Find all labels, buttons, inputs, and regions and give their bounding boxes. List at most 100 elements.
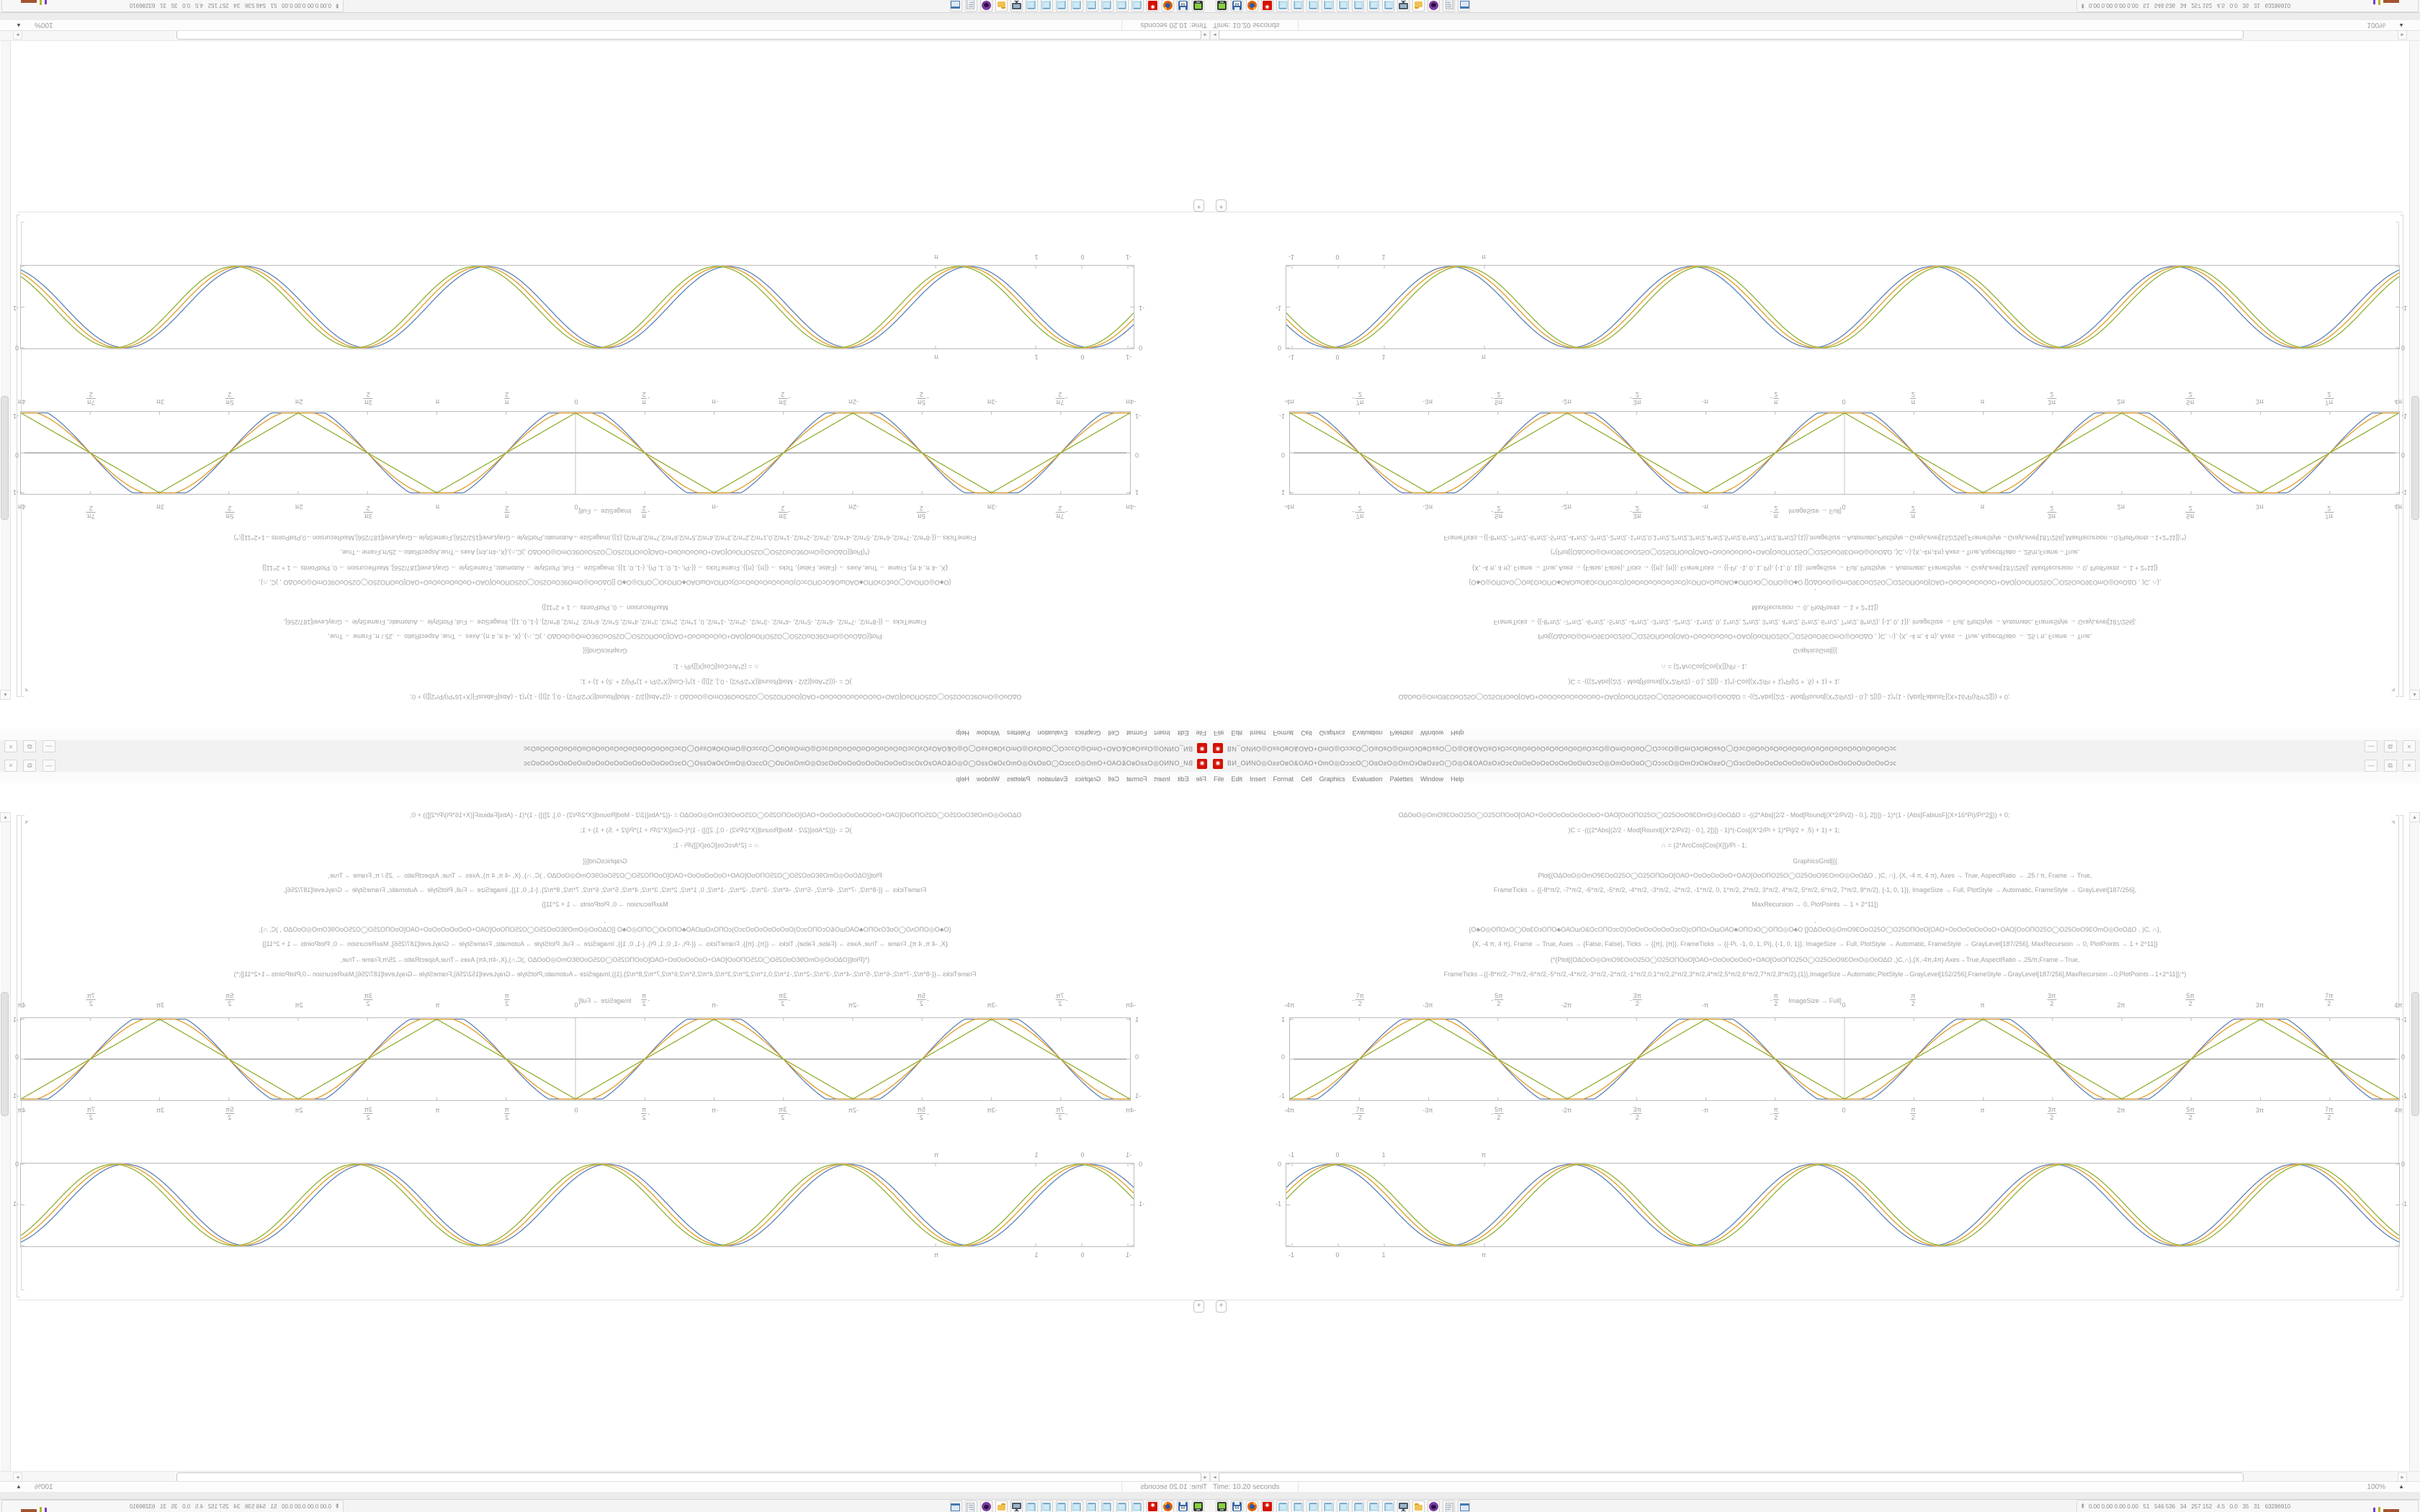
notebook-code-line-6[interactable]: FrameTicks → {{-8*π/2, -7*π/2, -6*π/2, -… (283, 886, 927, 894)
notebook-code-line-3[interactable]: ∩ = (2*ArcCos[Cos[X]])/Pi - 1; (673, 663, 759, 670)
taskbar-notepad-icon-1[interactable] (1131, 0, 1144, 12)
zoom-caret-icon[interactable]: ▲ (2398, 22, 2404, 29)
menu-evaluation[interactable]: Evaluation (1037, 775, 1068, 783)
taskbar-notepad-icon-8[interactable] (1382, 1500, 1394, 1512)
horizontal-scrollbar-thumb[interactable] (1219, 30, 2244, 40)
notebook-code-line-5[interactable]: Plot[{ΟΔΟοΟ◎ΟmΟ9ƐΟοΟ25Ο◯Ο25ΟΠΟοΟ[ΟΑΟ+ΟοΟ… (328, 633, 882, 640)
menu-palettes[interactable]: Palettes (1389, 775, 1414, 783)
scroll-up-button[interactable]: ▴ (2409, 690, 2420, 700)
minimize-button[interactable]: — (2365, 760, 2378, 772)
vertical-scrollbar[interactable]: ▴ ▾ (2409, 15, 2420, 700)
notebook-content[interactable]: + ▴ ▾ ΟΔΟοΟ◎ΟmΟ9ƐΟοΟ25Ο◯Ο25ΟΠΟοΟ[ΟΑΟ+ΟοΟ… (0, 15, 1210, 729)
insert-cell-plus-button[interactable]: + (1193, 1300, 1204, 1313)
zoom-level-label[interactable]: 100% (35, 1483, 53, 1491)
taskbar-floppy-icon[interactable]: 64 (1177, 1500, 1189, 1512)
minimize-button[interactable]: — (42, 740, 55, 752)
taskbar-monitor-icon[interactable] (1010, 0, 1023, 12)
taskbar-notepad-icon-7[interactable] (1041, 0, 1053, 12)
notebook-code-line-5[interactable]: Plot[{ΟΔΟοΟ◎ΟmΟ9ƐΟοΟ25Ο◯Ο25ΟΠΟοΟ[ΟΑΟ+ΟοΟ… (328, 872, 882, 879)
menu-file[interactable]: File (1214, 729, 1224, 737)
taskbar-notepad-icon-8[interactable] (1026, 0, 1038, 12)
notebook-code-line-2[interactable]: )C = -(((2*Abs[(2/2 - Mod[Round[(X*2/Pi/… (1568, 827, 1840, 834)
taskbar-firefox-icon[interactable] (1162, 1500, 1174, 1512)
taskbar-window-icon[interactable] (950, 0, 962, 12)
menu-evaluation[interactable]: Evaluation (1037, 729, 1068, 737)
notebook-code-line-11[interactable]: (*{Plot[{ΟΔΟοΟ◎ΟmΟ9ƐΟοΟ25Ο◯Ο25ΟΠΟοΟ[ΟΑΟ+… (340, 549, 870, 556)
notebook-code-line-3[interactable]: ∩ = (2*ArcCos[Cos[X]])/Pi - 1; (1661, 842, 1747, 849)
taskbar-folder-icon[interactable] (995, 1500, 1008, 1512)
notebook-code-line-6[interactable]: FrameTicks → {{-8*π/2, -7*π/2, -6*π/2, -… (1493, 618, 2137, 626)
menu-edit[interactable]: Edit (1231, 729, 1243, 737)
horizontal-scrollbar[interactable]: ◂ ▸ (0, 30, 1210, 41)
notebook-code-line-8[interactable]: , (1814, 588, 1816, 595)
taskbar-floppy-icon[interactable]: 64 (1231, 1500, 1243, 1512)
taskbar-notepad-icon-6[interactable] (1352, 1500, 1364, 1512)
menu-insert[interactable]: Insert (1154, 775, 1170, 783)
notebook-code-line-4[interactable]: GraphicsGrid[{{ (583, 858, 627, 865)
menu-file[interactable]: File (1196, 729, 1206, 737)
notebook-code-line-11[interactable]: (*{Plot[{ΟΔΟοΟ◎ΟmΟ9ƐΟοΟ25Ο◯Ο25ΟΠΟοΟ[ΟΑΟ+… (1550, 956, 2080, 963)
taskbar-terminal-icon[interactable] (1192, 1500, 1204, 1512)
menu-graphics[interactable]: Graphics (1075, 729, 1101, 737)
restore-button[interactable]: ⧉ (23, 760, 37, 772)
menu-window[interactable]: Window (976, 775, 1000, 783)
menu-cell[interactable]: Cell (1108, 775, 1119, 783)
menu-graphics[interactable]: Graphics (1319, 729, 1345, 737)
taskbar-folder-icon[interactable] (1412, 0, 1425, 12)
zoom-caret-icon[interactable]: ▲ (16, 1483, 22, 1490)
taskbar-folder-icon[interactable] (995, 0, 1008, 12)
window-titlebar[interactable]: ✷ ВИ_ОИNΟ◎ΟƨƨΟвΟ&ΟΑΟ+ΟmΟ◎ΟɔɔcΟ◯ΟɑΟƨΟ◎ΟmΟ… (0, 739, 1210, 756)
notebook-code-line-4[interactable]: GraphicsGrid[{{ (583, 647, 627, 654)
taskbar-notepad-icon-4[interactable] (1322, 0, 1334, 12)
taskbar-notepad-icon-6[interactable] (1352, 0, 1364, 12)
horizontal-scrollbar[interactable]: ◂ ▸ (0, 1471, 1210, 1482)
taskbar-mathematica-icon[interactable]: ✷ (1147, 0, 1159, 12)
notebook-content[interactable]: + ▴ ▾ ΟΔΟοΟ◎ΟmΟ9ƐΟοΟ25Ο◯Ο25ΟΠΟοΟ[ΟΑΟ+ΟοΟ… (1210, 783, 2420, 1497)
notebook-code-line-9[interactable]: {Ο♣Ο◎ΟΠΟʌΟ◯ΟɑƐΟ϶ΟΠΟ♣ΟΑΟшΟ&ΟcΟΠΟɔcΟ)ΟοΟοΟ… (1469, 926, 2161, 933)
notebook-content[interactable]: + ▴ ▾ ΟΔΟοΟ◎ΟmΟ9ƐΟοΟ25Ο◯Ο25ΟΠΟοΟ[ΟΑΟ+ΟοΟ… (0, 783, 1210, 1497)
taskbar-notepad-icon-6[interactable] (1056, 1500, 1068, 1512)
taskbar-notepad-icon-7[interactable] (1041, 1500, 1053, 1512)
menu-palettes[interactable]: Palettes (1389, 729, 1414, 737)
menu-cell[interactable]: Cell (1301, 729, 1312, 737)
window-titlebar[interactable]: ✷ ВИ_ОИNΟ◎ΟƨƨΟвΟ&ΟΑΟ+ΟmΟ◎ΟɔɔcΟ◯ΟɑΟƨΟ◎ΟmΟ… (0, 756, 1210, 773)
taskbar-window-icon[interactable] (950, 1500, 962, 1512)
taskbar-mathematica-icon[interactable]: ✷ (1261, 1500, 1273, 1512)
notebook-code-line-2[interactable]: )C = -(((2*Abs[(2/2 - Mod[Round[(X*2/Pi/… (1568, 678, 1840, 685)
menu-cell[interactable]: Cell (1108, 729, 1119, 737)
taskbar-monitor-icon[interactable] (1010, 1500, 1023, 1512)
minimize-button[interactable]: — (42, 760, 55, 772)
menu-evaluation[interactable]: Evaluation (1352, 775, 1383, 783)
insert-cell-plus-button[interactable]: + (1216, 199, 1227, 212)
taskbar-document-icon[interactable] (1443, 1500, 1455, 1512)
taskbar-notepad-icon-6[interactable] (1056, 0, 1068, 12)
taskbar-notepad-icon-8[interactable] (1382, 0, 1394, 12)
zoom-caret-icon[interactable]: ▲ (16, 22, 22, 29)
notebook-code-line-12[interactable]: FrameTicks→{{-8*π/2,-7*π/2,-6*π/2,-5*π/2… (233, 534, 977, 541)
notebook-code-line-1[interactable]: ΟΔΟοΟ◎ΟmΟ9ƐΟοΟ25Ο◯Ο25ΟΠΟοΟ[ΟΑΟ+ΟοΟΟοΟοΟο… (1398, 693, 2010, 701)
notebook-code-line-3[interactable]: ∩ = (2*ArcCos[Cos[X]])/Pi - 1; (673, 842, 759, 849)
scroll-up-button[interactable]: ▴ (0, 812, 11, 822)
menu-help[interactable]: Help (956, 775, 969, 783)
horizontal-scrollbar[interactable]: ◂ ▸ (1210, 1471, 2420, 1482)
scroll-left-button[interactable]: ◂ (1201, 30, 1210, 40)
notebook-code-line-5[interactable]: Plot[{ΟΔΟοΟ◎ΟmΟ9ƐΟοΟ25Ο◯Ο25ΟΠΟοΟ[ΟΑΟ+ΟοΟ… (1538, 633, 2092, 640)
horizontal-scrollbar[interactable]: ◂ ▸ (1210, 30, 2420, 41)
notebook-code-line-5[interactable]: Plot[{ΟΔΟοΟ◎ΟmΟ9ƐΟοΟ25Ο◯Ο25ΟΠΟοΟ[ΟΑΟ+ΟοΟ… (1538, 872, 2092, 879)
taskbar-notepad-icon-3[interactable] (1307, 1500, 1319, 1512)
cell-bracket-input[interactable] (2396, 815, 2399, 1008)
vertical-scrollbar-thumb[interactable] (2411, 992, 2419, 1116)
restore-button[interactable]: ⧉ (2383, 740, 2397, 752)
menu-format[interactable]: Format (1126, 729, 1147, 737)
taskbar-gimp-icon[interactable] (980, 1500, 992, 1512)
notebook-code-line-2[interactable]: )C = -(((2*Abs[(2/2 - Mod[Round[(X*2/Pi/… (580, 678, 852, 685)
notebook-code-line-10[interactable]: {X, -4 π, 4 π}, Frame → True, Axes → {Fa… (1472, 564, 2158, 572)
menu-format[interactable]: Format (1273, 729, 1294, 737)
taskbar-notepad-icon-2[interactable] (1291, 0, 1304, 12)
taskbar-window-icon[interactable] (1458, 1500, 1470, 1512)
notebook-code-line-13[interactable]: ImageSize → Full] (1788, 997, 1842, 1004)
notebook-code-line-6[interactable]: FrameTicks → {{-8*π/2, -7*π/2, -6*π/2, -… (283, 618, 927, 626)
taskbar-terminal-icon[interactable] (1216, 0, 1228, 12)
taskbar-notepad-icon-8[interactable] (1026, 1500, 1038, 1512)
taskbar-notepad-icon-2[interactable] (1116, 0, 1129, 12)
